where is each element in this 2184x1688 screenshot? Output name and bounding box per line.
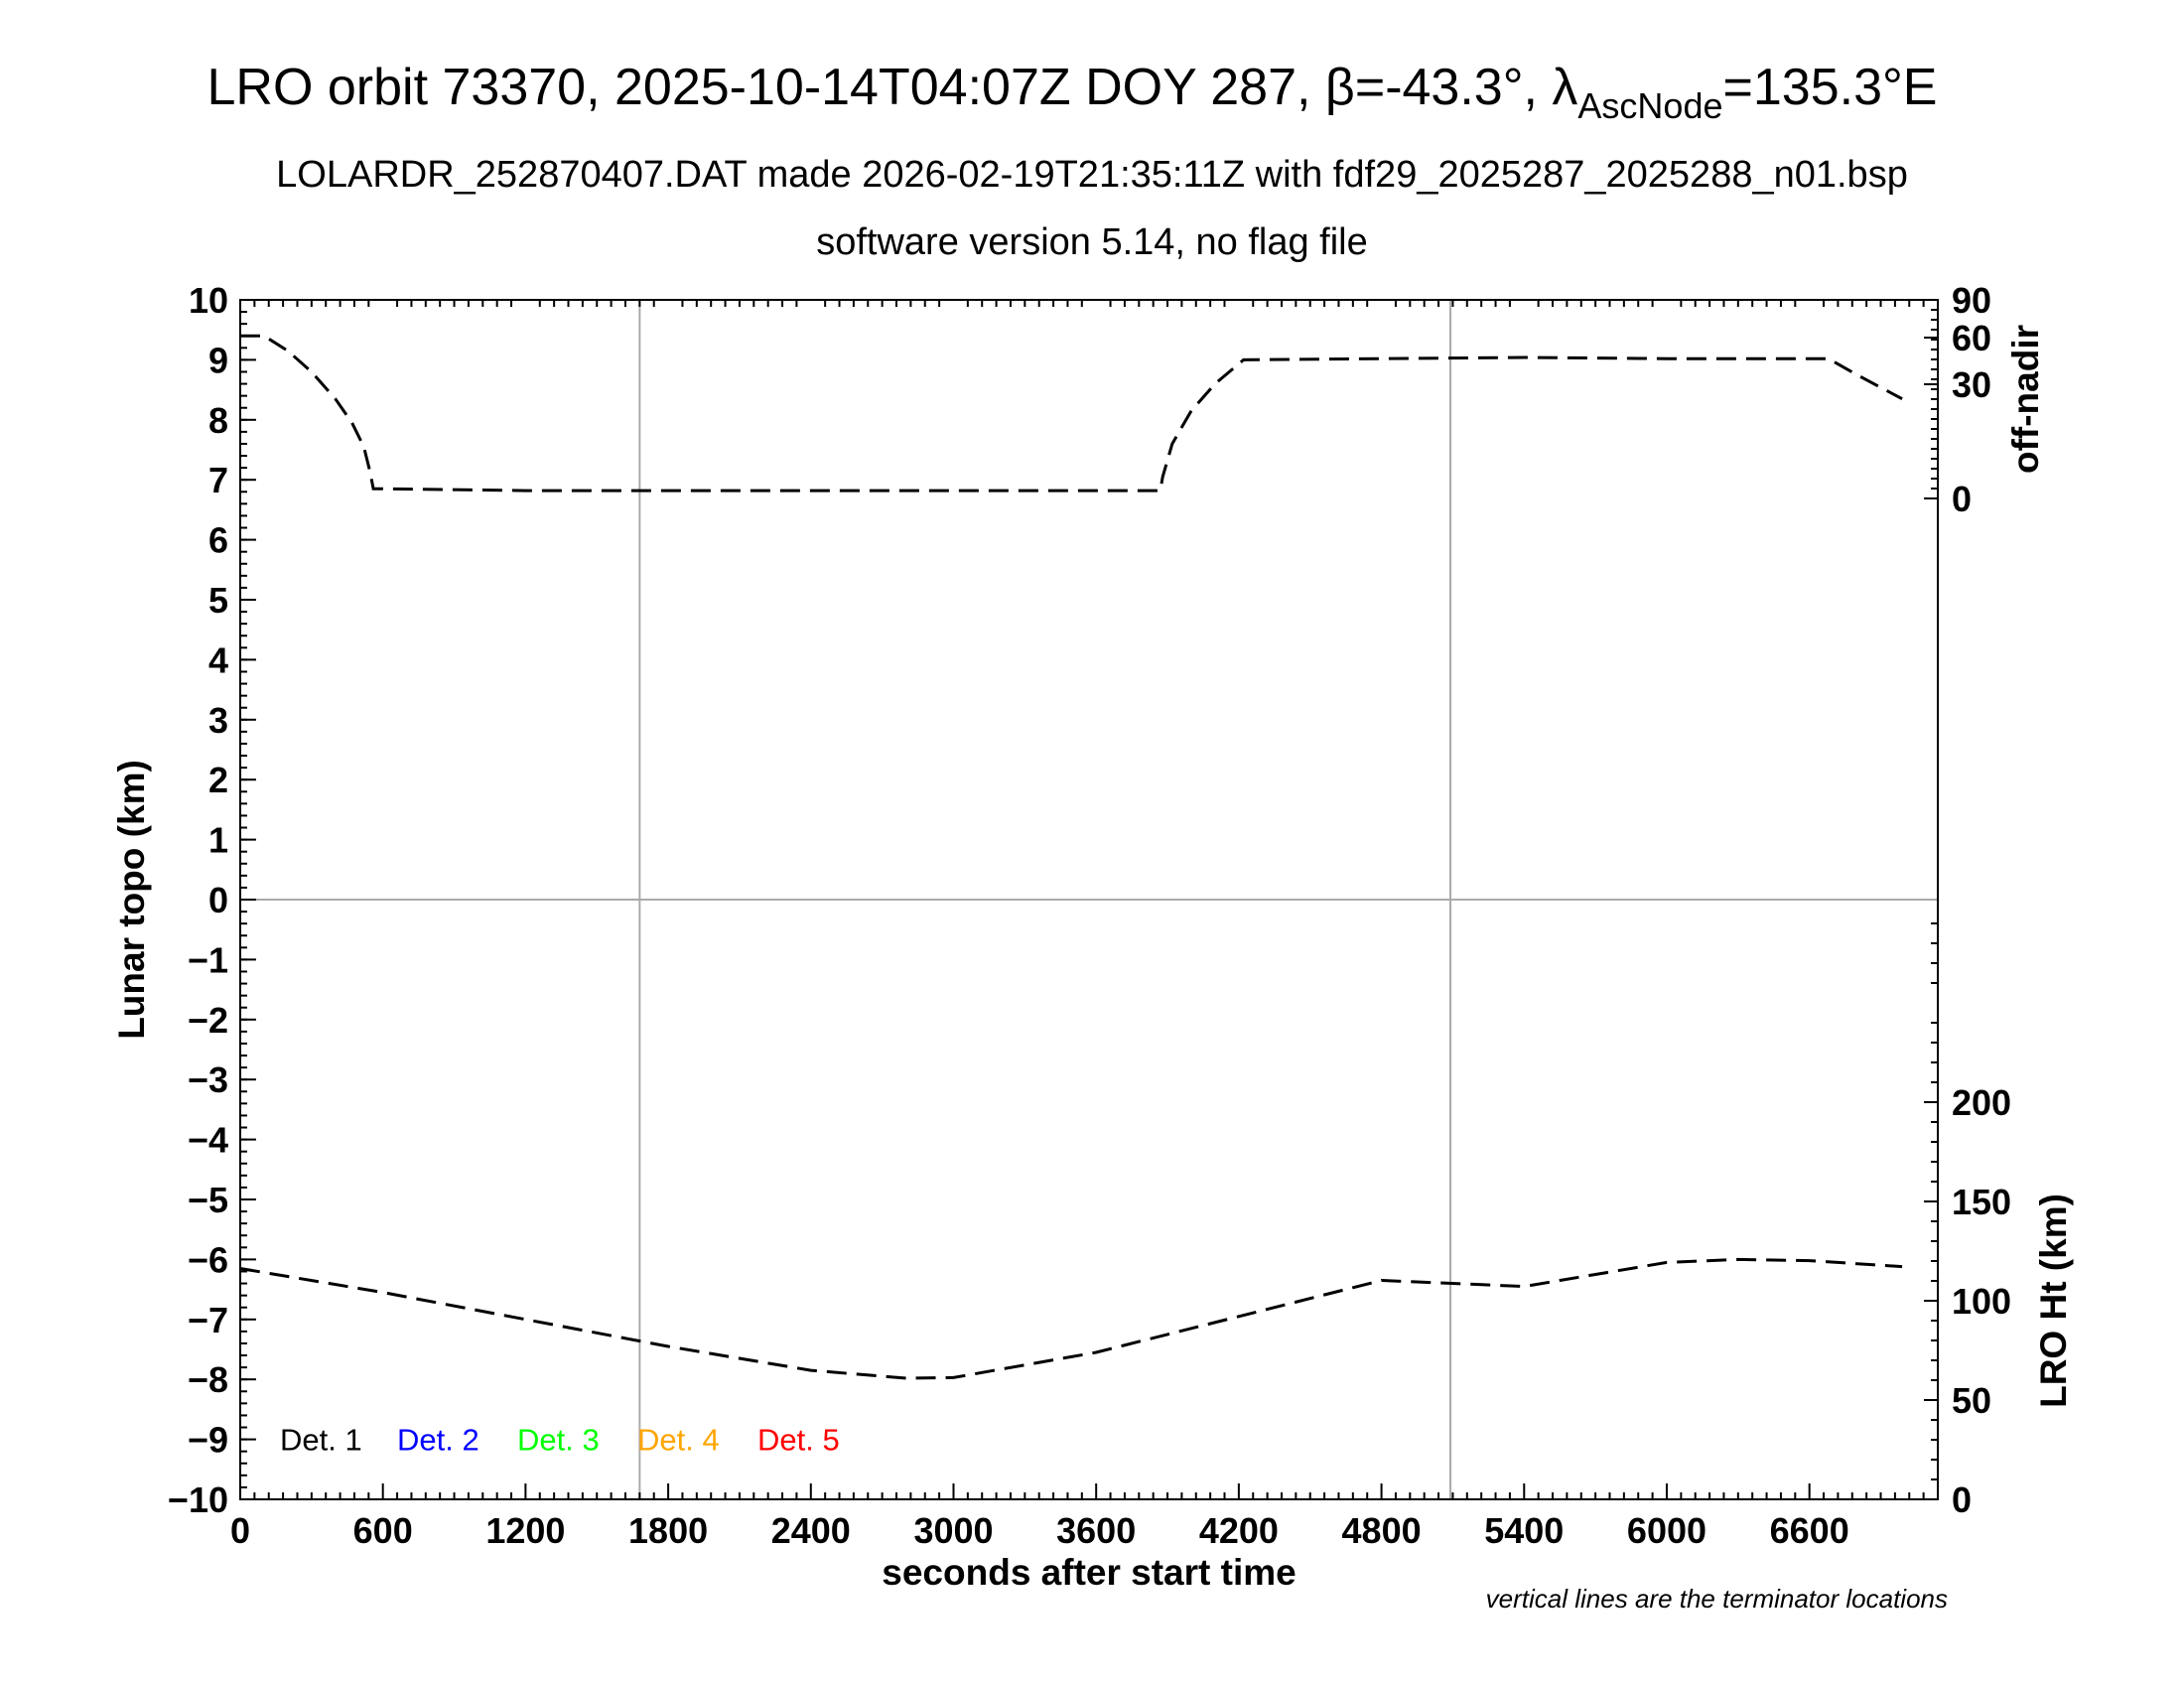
series-line-2	[239, 1257, 1903, 1380]
off-nadir-tick-label: 90	[1952, 280, 1991, 321]
x-tick-label: 600	[353, 1510, 413, 1551]
x-tick-label: 2400	[771, 1510, 851, 1551]
y-tick-label: −4	[188, 1120, 228, 1161]
y-tick-label: 1	[208, 820, 228, 861]
y-tick-label: −3	[188, 1059, 228, 1100]
y-tick-label: −10	[168, 1479, 228, 1520]
y-tick-label: −9	[188, 1420, 228, 1461]
x-tick-label: 6000	[1627, 1510, 1706, 1551]
y-axis-label: Lunar topo (km)	[111, 760, 152, 1040]
height-tick-label: 50	[1952, 1380, 1991, 1421]
y-tick-label: −5	[188, 1180, 228, 1220]
x-tick-label: 3000	[913, 1510, 993, 1551]
y-tick-label: 7	[208, 460, 228, 500]
legend-entry-det-5: Det. 5	[757, 1423, 840, 1458]
y-tick-label: −6	[188, 1239, 228, 1280]
y-tick-label: 5	[208, 580, 228, 621]
chart-subtitle-line-2: software version 5.14, no flag file	[816, 221, 1368, 263]
lro-height-axis-label: LRO Ht (km)	[2033, 1194, 2074, 1408]
tick-marks	[239, 299, 1938, 1500]
off-nadir-tick-label: 30	[1952, 364, 1991, 405]
y-tick-label: 8	[208, 400, 228, 441]
x-tick-label: 1200	[485, 1510, 565, 1551]
y-tick-label: −7	[188, 1300, 228, 1340]
x-tick-label: 5400	[1484, 1510, 1564, 1551]
chart-title-subscript: AscNode	[1577, 85, 1722, 126]
data-series	[239, 334, 1903, 1380]
y-tick-label: 2	[208, 760, 228, 800]
off-nadir-axis-label: off-nadir	[2005, 325, 2046, 474]
chart-title: LRO orbit 73370, 2025-10-14T04:07Z DOY 2…	[207, 59, 1938, 126]
y-tick-label: −2	[188, 1000, 228, 1041]
legend-entry-det-3: Det. 3	[517, 1423, 600, 1458]
y-tick-label: 0	[208, 880, 228, 920]
x-tick-label: 0	[230, 1510, 250, 1551]
chart-subtitle-line-1: LOLARDR_252870407.DAT made 2026-02-19T21…	[276, 154, 1908, 196]
terminator-note: vertical lines are the terminator locati…	[1486, 1584, 1948, 1614]
height-tick-label: 150	[1952, 1182, 2011, 1222]
legend-entry-det-1: Det. 1	[280, 1423, 362, 1458]
height-tick-label: 200	[1952, 1082, 2011, 1123]
x-tick-label: 3600	[1056, 1510, 1136, 1551]
height-tick-label: 100	[1952, 1281, 2011, 1322]
off-nadir-tick-label: 0	[1952, 479, 1972, 519]
x-tick-label: 6600	[1770, 1510, 1849, 1551]
height-tick-label: 0	[1952, 1479, 1972, 1520]
x-tick-label: 4800	[1342, 1510, 1422, 1551]
x-axis-label: seconds after start time	[882, 1552, 1296, 1593]
y-tick-label: 3	[208, 700, 228, 741]
x-tick-label: 4200	[1199, 1510, 1279, 1551]
x-tick-label: 1800	[628, 1510, 708, 1551]
plot-frame	[239, 299, 1939, 1500]
tick-labels: 0 600 1200 1800 2400 3000 3600 4200 4800 5400 6000…	[168, 280, 2011, 1551]
y-tick-label: 6	[208, 520, 228, 561]
legend: Det. 1 Det. 2 Det. 3 Det. 4 Det. 5	[280, 1423, 840, 1458]
y-tick-label: −1	[188, 939, 228, 980]
grid-lines	[240, 300, 1938, 1499]
y-tick-label: −8	[188, 1359, 228, 1400]
legend-entry-det-4: Det. 4	[637, 1423, 720, 1458]
off-nadir-tick-label: 60	[1952, 318, 1991, 358]
y-tick-label: 4	[208, 639, 228, 680]
y-tick-label: 9	[208, 340, 228, 380]
y-tick-label: 10	[189, 280, 228, 321]
series-line-1	[240, 334, 1903, 492]
legend-entry-det-2: Det. 2	[397, 1423, 479, 1458]
